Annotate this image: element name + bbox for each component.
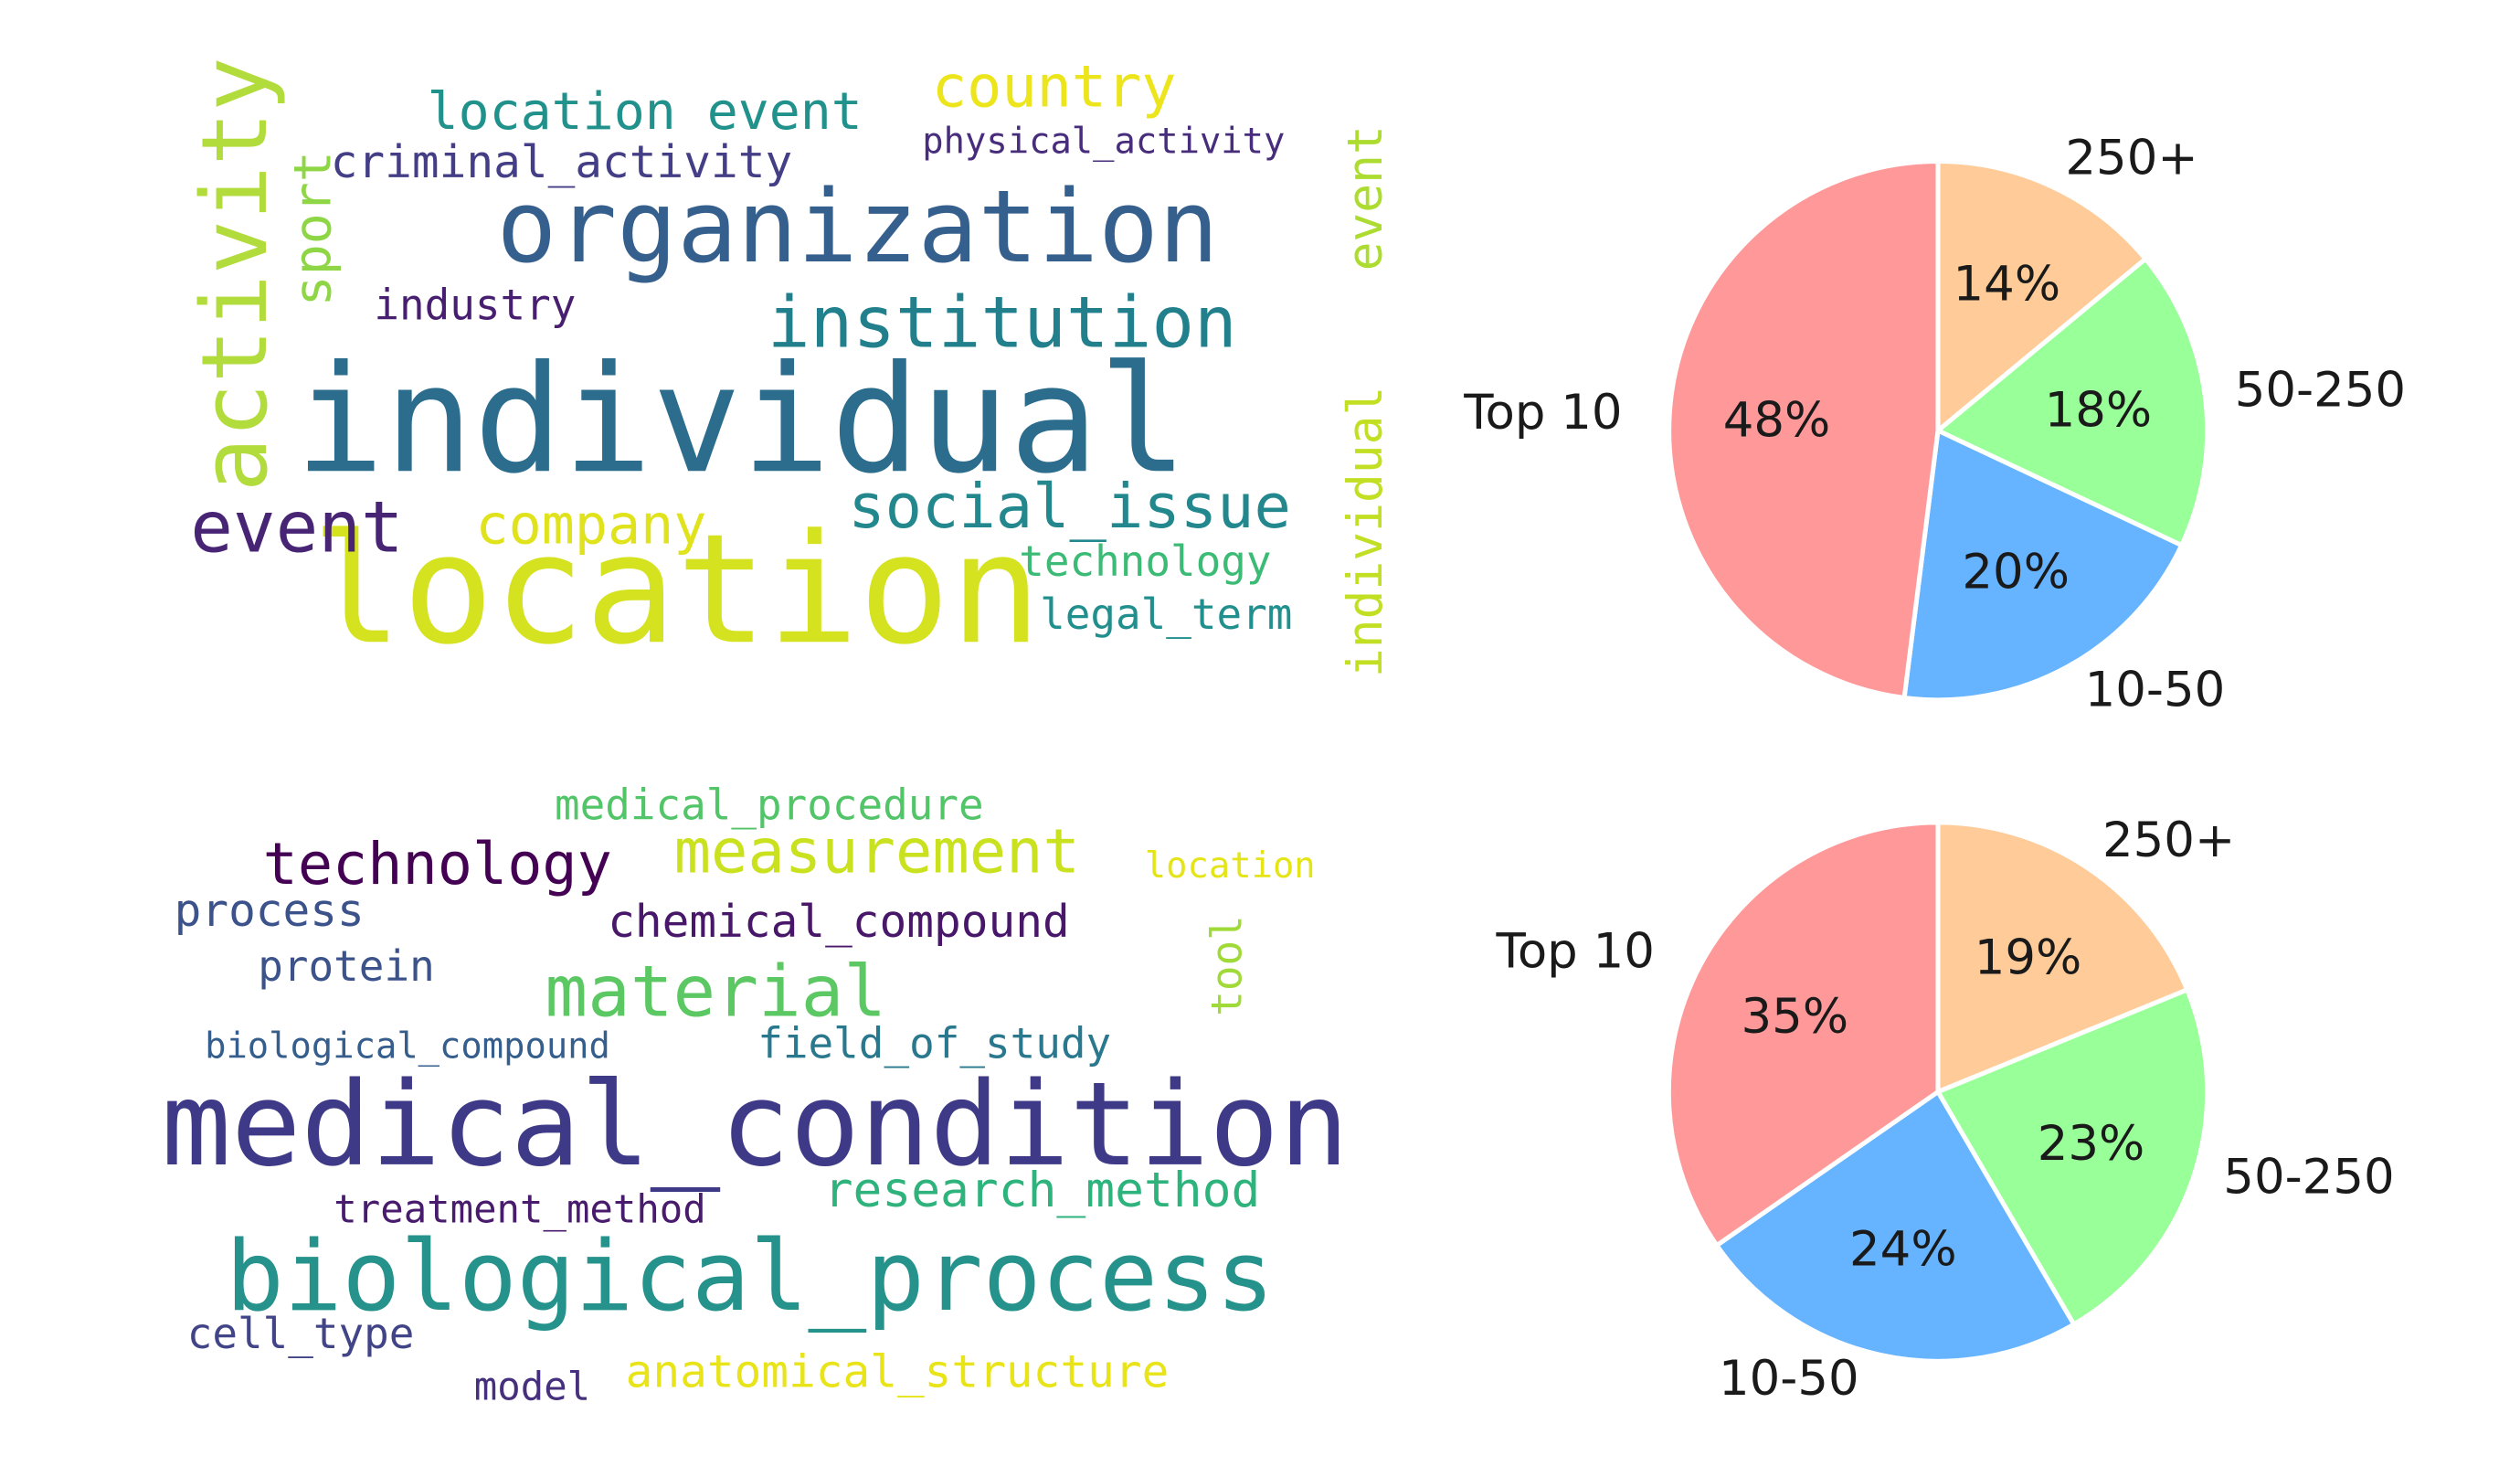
pie-category-label: 50-250 bbox=[2223, 1150, 2394, 1206]
pie-slice-50-250 bbox=[1933, 255, 2210, 548]
word-chemical-compound: chemical_compound bbox=[608, 895, 1070, 948]
pie-category-label: Top 10 bbox=[1463, 385, 1622, 441]
word-biological-process: biological_process bbox=[226, 1220, 1275, 1333]
word-measurement: measurement bbox=[674, 816, 1080, 887]
word-research-method: research_method bbox=[824, 1163, 1261, 1218]
word-criminal-activity: criminal_activity bbox=[331, 135, 793, 188]
word-country: country bbox=[932, 53, 1177, 121]
word-model: model bbox=[474, 1365, 590, 1409]
pie-value-label: 20% bbox=[1962, 545, 2070, 600]
word-event: event bbox=[190, 487, 404, 569]
pie-category-label: 50-250 bbox=[2235, 363, 2406, 419]
pie-category-label: 250+ bbox=[2065, 130, 2197, 186]
word-biological-compound: biological_compound bbox=[205, 1026, 610, 1068]
word-treatment-method: treatment_method bbox=[334, 1187, 705, 1232]
pie-category-label: 10-50 bbox=[1719, 1351, 1859, 1407]
pie-value-label: 18% bbox=[2045, 383, 2153, 439]
word-anatomical-structure: anatomical_structure bbox=[626, 1345, 1170, 1398]
word-individual: individual bbox=[295, 334, 1188, 506]
word-activity: activity bbox=[183, 57, 288, 492]
word-location: location bbox=[1145, 845, 1316, 887]
word-material: material bbox=[545, 951, 886, 1034]
word-sport: sport bbox=[284, 151, 344, 306]
pie-value-label: 19% bbox=[1975, 930, 2082, 985]
word-social-issue: social_issue bbox=[848, 471, 1291, 542]
word-location-event: location event bbox=[428, 82, 863, 142]
word-organization: organization bbox=[497, 168, 1219, 285]
pie-value-label: 48% bbox=[1723, 393, 1831, 449]
pie-slice-50-250 bbox=[1934, 986, 2210, 1328]
wordcloud-top: locationindividualorganizationactivityev… bbox=[183, 53, 1393, 679]
word-legal-term: legal_term bbox=[1040, 590, 1292, 639]
word-medical-procedure: medical_procedure bbox=[555, 780, 984, 829]
pie-slice-250-plus bbox=[1935, 820, 2190, 1096]
word-cell-type: cell_type bbox=[187, 1309, 415, 1358]
word-individual: individual bbox=[1338, 387, 1393, 677]
pie-value-label: 23% bbox=[2038, 1116, 2145, 1172]
pie-category-label: 250+ bbox=[2102, 813, 2235, 868]
pie-category-label: Top 10 bbox=[1496, 924, 1655, 980]
word-event: event bbox=[1338, 125, 1393, 271]
pie-chart-bottom: 19% 23% 24% 35% Top 10 250+ 50-250 10-50 bbox=[1496, 813, 2395, 1407]
word-industry: industry bbox=[374, 280, 576, 329]
word-protein: protein bbox=[258, 941, 434, 991]
word-physical-activity: physical_activity bbox=[922, 122, 1285, 163]
pie-value-label: 35% bbox=[1742, 989, 1849, 1045]
pie-chart-top: 14% 18% 20% 48% Top 10 250+ 50-250 10-50 bbox=[1463, 130, 2406, 717]
pie-value-label: 24% bbox=[1849, 1222, 1957, 1278]
pie-category-label: 10-50 bbox=[2085, 663, 2226, 718]
word-company: company bbox=[476, 494, 707, 558]
word-tool: tool bbox=[1202, 915, 1252, 1016]
pie-slice-top-10 bbox=[1666, 820, 1941, 1249]
word-institution: institution bbox=[768, 282, 1237, 364]
pie-slice-10-50 bbox=[1713, 1089, 2078, 1364]
pie-slice-top-10 bbox=[1667, 158, 1941, 701]
wordcloud-bottom: medical_condition biological_process mater… bbox=[162, 780, 1350, 1408]
word-medical-condition: medical_condition bbox=[162, 1057, 1350, 1192]
word-process: process bbox=[175, 884, 365, 937]
word-technology: technology bbox=[263, 830, 612, 898]
pie-value-label: 14% bbox=[1954, 257, 2061, 313]
pie-slice-10-50 bbox=[1901, 427, 2185, 703]
word-technology: technology bbox=[1019, 537, 1271, 586]
pie-slice-250-plus bbox=[1935, 158, 2149, 436]
word-location: location bbox=[312, 502, 1042, 678]
word-field-of-study: field_of_study bbox=[757, 1019, 1111, 1068]
